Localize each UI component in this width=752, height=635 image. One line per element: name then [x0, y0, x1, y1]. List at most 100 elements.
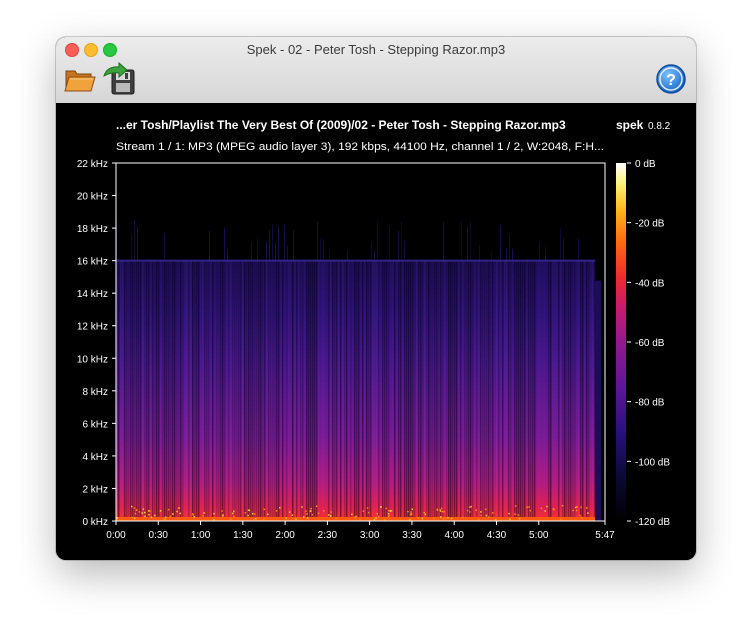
save-button[interactable]	[101, 61, 137, 96]
colorbar-tick-label: -20 dB	[635, 219, 665, 230]
heatmap-speck	[553, 508, 555, 511]
heatmap-strip	[434, 260, 436, 521]
heatmap-strip	[362, 260, 364, 521]
heatmap-strip	[562, 260, 564, 521]
heatmap-strip	[478, 261, 479, 521]
heatmap-sparse-strip	[164, 233, 165, 261]
heatmap-strip	[156, 260, 158, 521]
spectrogram-view[interactable]: ...er Tosh/Playlist The Very Best Of (20…	[56, 103, 696, 560]
heatmap-sparse-strip	[500, 225, 501, 261]
heatmap-strip	[514, 260, 516, 521]
x-tick-label: 1:30	[233, 530, 253, 541]
heatmap-strip	[148, 260, 150, 521]
heatmap-strip	[152, 260, 154, 521]
heatmap-speck	[192, 514, 194, 516]
heatmap-strip	[270, 260, 272, 521]
heatmap-strip	[492, 260, 494, 521]
y-tick-label: 12 kHz	[77, 322, 108, 333]
heatmap-speck	[317, 512, 320, 514]
heatmap-strip	[256, 260, 258, 521]
heatmap-strip	[314, 260, 316, 521]
heatmap-strip	[138, 260, 140, 521]
heatmap-low-band	[116, 517, 596, 521]
heatmap-strip	[264, 260, 266, 521]
heatmap-strip	[408, 260, 410, 521]
heatmap-strip	[342, 261, 343, 521]
colorbar-axis: 0 dB -20 dB -40 dB -60 dB -80 dB -100 dB -120 …	[627, 159, 670, 528]
heatmap-sparse-strip	[275, 242, 276, 261]
heatmap-speck	[581, 516, 583, 519]
heatmap-strip	[520, 260, 522, 521]
heatmap-strip	[482, 260, 484, 521]
minimize-window-button[interactable]	[84, 43, 98, 57]
heatmap-strip	[418, 260, 420, 521]
heatmap-speck	[494, 518, 497, 521]
heatmap-speck	[232, 512, 234, 515]
heatmap-strip	[242, 261, 243, 521]
heatmap-strip	[586, 260, 588, 521]
heatmap-strip	[206, 260, 208, 521]
heatmap-speck	[576, 509, 578, 512]
heatmap-speck	[433, 517, 435, 520]
heatmap-strip	[230, 261, 231, 521]
heatmap-speck	[514, 513, 516, 515]
heatmap-speck	[279, 507, 281, 509]
stream-info-label: Stream 1 / 1: MP3 (MPEG audio layer 3), …	[116, 141, 604, 153]
heatmap-tail	[595, 280, 602, 521]
heatmap-strip	[170, 260, 172, 521]
heatmap-strip	[192, 260, 194, 521]
heatmap-sparse-strip	[137, 227, 138, 261]
heatmap-strip	[428, 260, 430, 521]
heatmap-speck	[442, 518, 445, 520]
heatmap-speck	[262, 518, 265, 521]
heatmap-strip	[328, 260, 330, 521]
heatmap-strip	[544, 261, 545, 521]
heatmap-strip	[210, 261, 211, 521]
help-button[interactable]: ?	[655, 63, 687, 95]
heatmap-strip	[386, 260, 388, 521]
heatmap-strip	[424, 261, 425, 521]
heatmap-strip	[568, 260, 570, 521]
colorbar-tick-label: 0 dB	[635, 159, 656, 170]
x-tick-label: 5:47	[595, 530, 615, 541]
heatmap-strip	[560, 261, 561, 521]
heatmap-strip	[388, 260, 390, 521]
heatmap-strip	[462, 261, 463, 521]
heatmap-strip	[172, 260, 174, 521]
heatmap-strip	[378, 260, 380, 521]
heatmap-strip	[216, 260, 218, 521]
heatmap-speck	[222, 513, 224, 516]
heatmap-speck	[133, 517, 136, 520]
heatmap-speck	[436, 509, 439, 511]
heatmap-strip	[296, 260, 298, 521]
heatmap-speck	[390, 510, 392, 512]
heatmap-speck	[141, 512, 143, 514]
heatmap-strip	[524, 260, 526, 521]
heatmap-strip	[468, 260, 470, 521]
heatmap-strip	[290, 261, 291, 521]
heatmap-strip	[302, 260, 304, 521]
heatmap-strip	[160, 261, 161, 521]
heatmap-sparse-strip	[563, 238, 564, 261]
heatmap-speck	[301, 506, 303, 508]
heatmap-strip	[484, 260, 486, 521]
heatmap-speck	[380, 506, 382, 508]
heatmap-speck	[528, 506, 530, 508]
heatmap-strip	[372, 261, 373, 521]
heatmap-strip	[222, 260, 224, 521]
close-window-button[interactable]	[65, 43, 79, 57]
heatmap-strip	[126, 260, 128, 521]
heatmap-strip	[502, 260, 504, 521]
heatmap-speck	[329, 515, 332, 517]
heatmap-strip	[570, 260, 572, 521]
heatmap-strip	[588, 260, 590, 521]
heatmap-speck	[306, 517, 309, 519]
heatmap-strip	[550, 260, 552, 521]
open-file-button[interactable]	[64, 64, 96, 94]
heatmap-speck	[310, 507, 312, 510]
y-tick-label: 18 kHz	[77, 224, 108, 235]
zoom-window-button[interactable]	[103, 43, 117, 57]
colorbar-tick-label: -120 dB	[635, 517, 670, 528]
heatmap-strip	[348, 261, 349, 521]
colorbar-tick-label: -80 dB	[635, 398, 665, 409]
